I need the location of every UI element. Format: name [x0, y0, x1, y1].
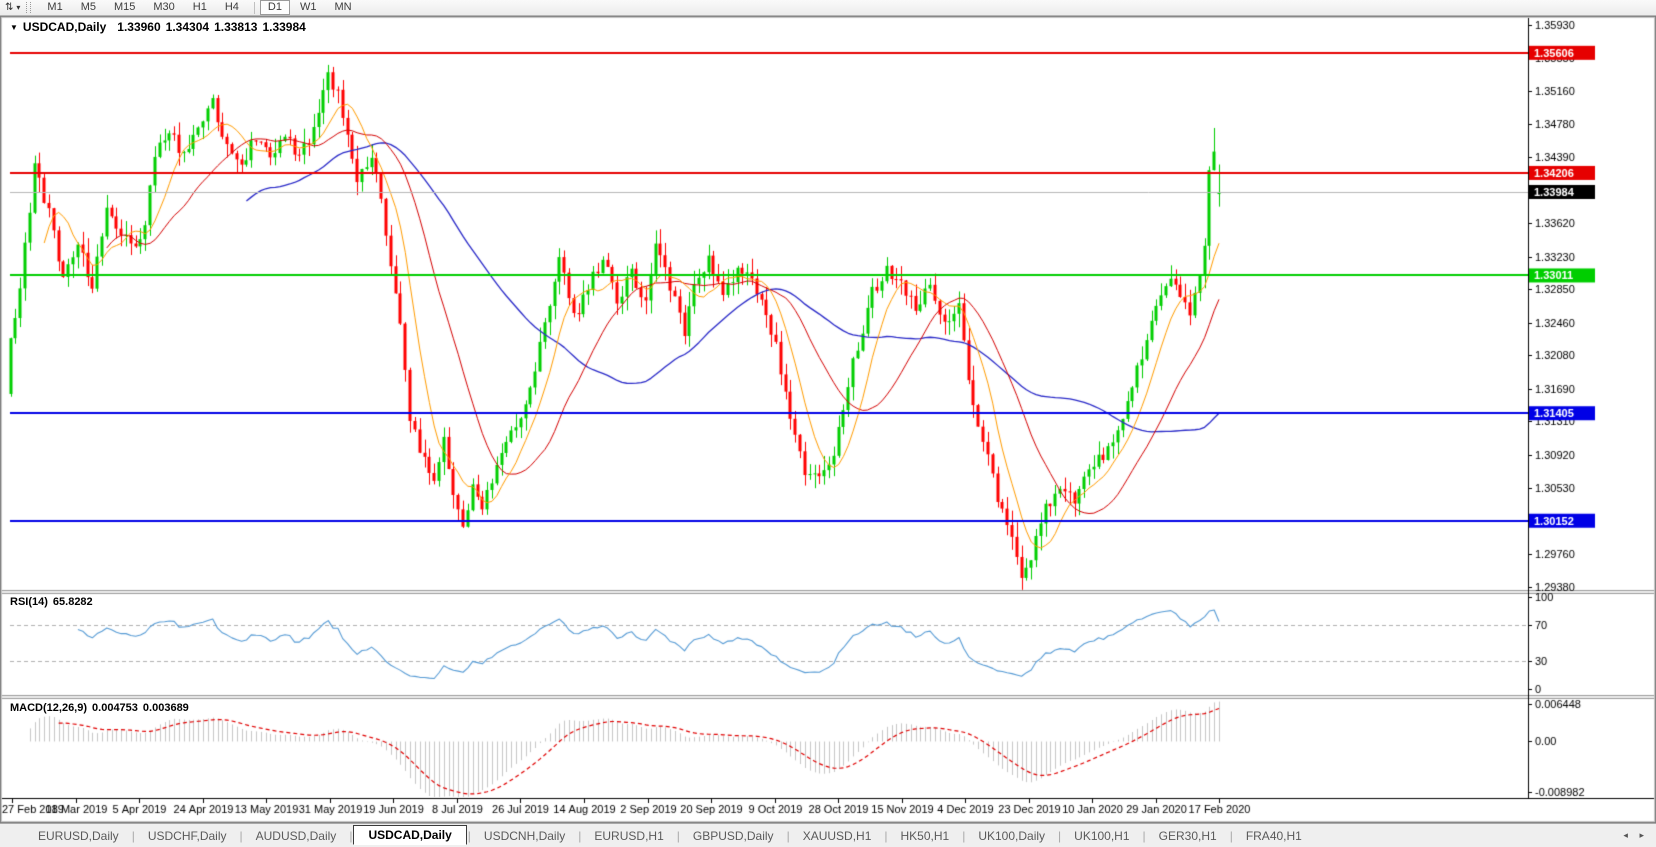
chart-tab-usdchf-daily[interactable]: USDCHF,Daily	[147, 828, 227, 843]
tab-separator: |	[962, 828, 966, 843]
timeframe-button-m30[interactable]: M30	[145, 0, 182, 15]
timeframe-button-m5[interactable]: M5	[73, 0, 104, 15]
tab-separator: |	[131, 828, 135, 843]
chart-tabs: EURUSD,Daily | USDCHF,Daily | AUDUSD,Daily | U…	[26, 824, 1314, 847]
tab-separator: |	[1229, 828, 1233, 843]
tab-scroll-left-icon[interactable]: ◂	[1623, 830, 1628, 840]
toolbar-separator	[253, 1, 255, 14]
tab-separator: |	[578, 828, 582, 843]
tab-scroll-right-icon[interactable]: ▸	[1639, 830, 1644, 840]
chart-tab-usdcad-daily[interactable]: USDCAD,Daily	[353, 824, 467, 845]
dropdown-caret-icon[interactable]: ▾	[16, 3, 21, 12]
chart-window: ▼ USDCAD,Daily 1.33960 1.34304 1.33813 1.3398…	[0, 16, 1656, 823]
chart-tab-audusd-daily[interactable]: AUDUSD,Daily	[255, 828, 337, 843]
tab-separator: |	[349, 828, 353, 843]
chart-tab-xauusd-h1[interactable]: XAUUSD,H1	[802, 828, 872, 843]
timeframe-button-d1[interactable]: D1	[259, 0, 290, 15]
tab-separator: |	[676, 828, 680, 843]
chart-tab-uk100-daily[interactable]: UK100,Daily	[978, 828, 1046, 843]
chart-tab-ger30-h1[interactable]: GER30,H1	[1158, 828, 1217, 843]
price-chart-canvas[interactable]	[0, 16, 1656, 823]
tab-separator: |	[786, 828, 790, 843]
toolbar-grip[interactable]	[26, 2, 32, 13]
timeframe-toolbar: ⇅ ▾ M1 M5 M15 M30 H1 H4 D1 W1 MN	[0, 0, 1656, 16]
chart-tab-eurusd-daily[interactable]: EURUSD,Daily	[38, 828, 119, 843]
tab-separator: |	[1058, 828, 1062, 843]
tab-separator: |	[239, 828, 243, 843]
timeframe-buttons: M1 M5 M15 M30 H1 H4 D1 W1 MN	[39, 0, 361, 15]
chart-tab-fra40-h1[interactable]: FRA40,H1	[1245, 828, 1302, 843]
chart-tab-hk50-h1[interactable]: HK50,H1	[900, 828, 950, 843]
tab-separator: |	[884, 828, 888, 843]
timeframe-button-w1[interactable]: W1	[292, 0, 325, 15]
timeframe-button-m1[interactable]: M1	[39, 0, 70, 15]
timeframe-button-mn[interactable]: MN	[326, 0, 359, 15]
tab-navigation: ◂ ▸	[1614, 830, 1644, 841]
chart-tab-bar: EURUSD,Daily | USDCHF,Daily | AUDUSD,Daily | U…	[0, 823, 1656, 847]
tab-separator: |	[1142, 828, 1146, 843]
chart-tab-uk100-h1[interactable]: UK100,H1	[1074, 828, 1130, 843]
chart-tab-gbpusd-daily[interactable]: GBPUSD,Daily	[692, 828, 774, 843]
timeframe-button-h4[interactable]: H4	[217, 0, 247, 15]
timeframe-button-h1[interactable]: H1	[185, 0, 215, 15]
symbol-ticks-icon[interactable]: ⇅	[5, 1, 14, 13]
timeframe-button-m15[interactable]: M15	[106, 0, 143, 15]
tab-separator: |	[467, 828, 471, 843]
chart-tab-usdcnh-daily[interactable]: USDCNH,Daily	[483, 828, 566, 843]
chart-tab-eurusd-h1[interactable]: EURUSD,H1	[594, 828, 664, 843]
